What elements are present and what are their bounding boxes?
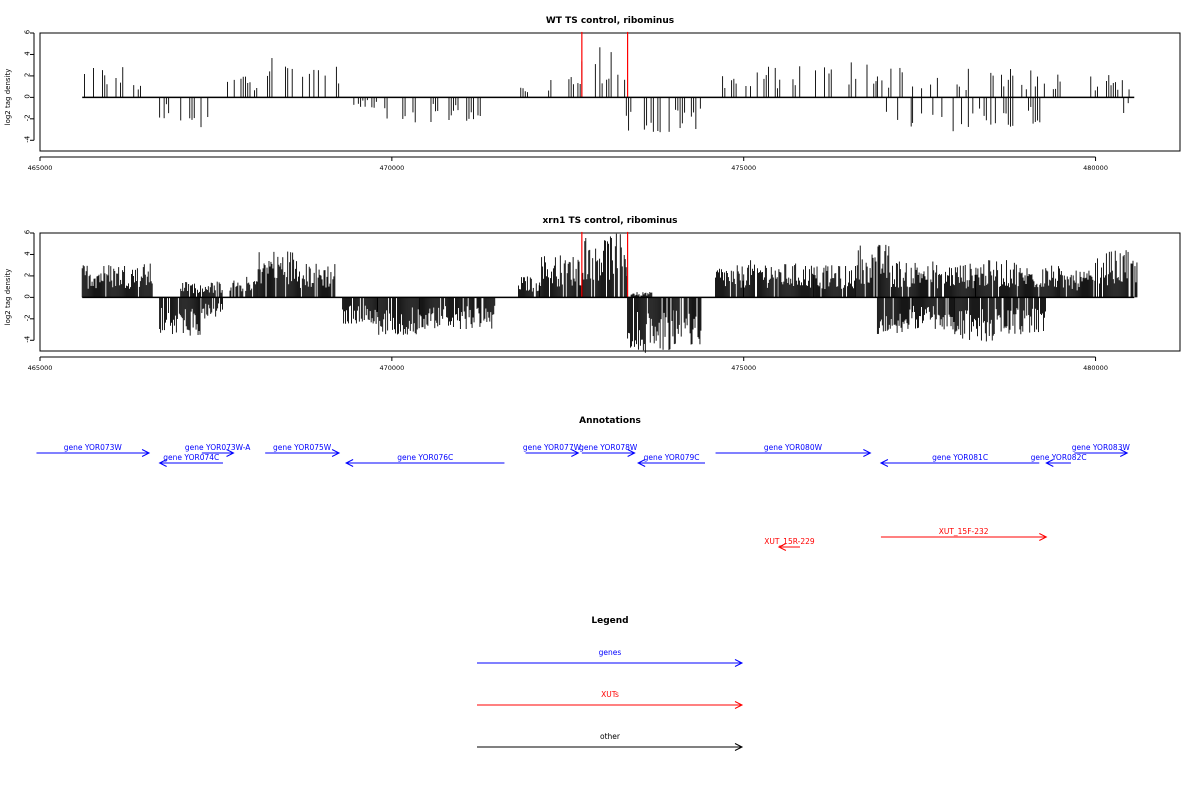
- y-axis: -4 -2 0 2 4 6: [24, 229, 35, 343]
- legend-items: genes XUTs other: [477, 648, 744, 751]
- legend-item: XUTs: [477, 690, 744, 709]
- arrow-head: [1119, 449, 1129, 457]
- gene-label: gene YOR079C: [644, 453, 700, 462]
- legend-arrow-head: [734, 743, 744, 751]
- arrow-head: [637, 459, 646, 467]
- y-tick-label: 6: [24, 229, 32, 234]
- gene-label: gene YOR081C: [932, 453, 988, 462]
- gene-label: gene YOR080W: [764, 443, 823, 452]
- xut-label: XUT_15R-229: [764, 537, 815, 546]
- gene-arrow: gene YOR073W: [36, 443, 151, 457]
- gene-label: gene YOR083W: [1072, 443, 1131, 452]
- arrow-head: [627, 449, 636, 457]
- arrow-head: [344, 459, 354, 467]
- panel-title: xrn1 TS control, ribominus: [542, 216, 677, 226]
- x-tick-label: 475000: [731, 364, 756, 372]
- legend-item: genes: [477, 648, 744, 667]
- arrow-head: [226, 449, 235, 457]
- gene-arrow: gene YOR083W: [1072, 443, 1131, 457]
- y-axis: -4 -2 0 2 4 6: [24, 29, 35, 143]
- signal-bars: [81, 233, 1138, 353]
- gene-label: gene YOR076C: [397, 453, 453, 462]
- x-tick-label: 475000: [731, 164, 756, 172]
- gene-label: gene YOR073W: [64, 443, 123, 452]
- gene-label: gene YOR082C: [1031, 453, 1087, 462]
- y-tick-label: 2: [24, 73, 32, 77]
- region-markers: [581, 31, 629, 98]
- arrow-head: [863, 449, 872, 457]
- xut-label: XUT_15F-232: [939, 527, 989, 536]
- x-tick-label: 465000: [28, 364, 53, 372]
- x-tick-label: 480000: [1083, 364, 1108, 372]
- signal-bars: [84, 47, 1130, 133]
- arrow-head: [1045, 459, 1054, 467]
- xut-arrows: XUT_15R-229 XUT_15F-232: [764, 527, 1048, 551]
- xut-arrow: XUT_15F-232: [880, 527, 1048, 541]
- x-tick-label: 465000: [28, 164, 53, 172]
- legend-label: XUTs: [601, 690, 619, 699]
- annotations-title: Annotations: [579, 416, 641, 426]
- y-tick-label: 2: [24, 273, 32, 277]
- arrow-head: [1039, 533, 1048, 541]
- y-tick-label: 4: [24, 51, 32, 56]
- arrow-head: [331, 449, 341, 457]
- legend-label: genes: [599, 648, 622, 657]
- plot-frame: [39, 32, 1181, 152]
- arrow-head: [879, 459, 889, 467]
- gene-arrow: gene YOR074C: [158, 453, 223, 467]
- gene-arrow: gene YOR075W: [265, 443, 341, 457]
- arrow-head: [571, 449, 580, 457]
- gene-label: gene YOR073W-A: [185, 443, 251, 452]
- y-tick-label: -4: [24, 135, 32, 143]
- legend-arrow-head: [734, 701, 744, 709]
- y-tick-label: -4: [24, 335, 32, 343]
- xut-arrow: XUT_15R-229: [764, 537, 815, 551]
- y-tick-label: 0: [24, 94, 32, 98]
- arrow-head: [777, 543, 787, 551]
- legend-label: other: [600, 732, 621, 741]
- x-tick-label: 470000: [379, 364, 404, 372]
- x-axis: 465000 470000 475000 480000: [28, 156, 1108, 172]
- y-tick-label: -2: [24, 114, 32, 121]
- gene-label: gene YOR078W: [579, 443, 638, 452]
- region-markers: [581, 231, 629, 298]
- x-tick-label: 470000: [379, 164, 404, 172]
- gene-arrow: gene YOR079C: [637, 453, 705, 467]
- y-tick-label: 6: [24, 29, 32, 34]
- gene-arrow: gene YOR082C: [1031, 453, 1087, 467]
- y-tick-label: 4: [24, 251, 32, 256]
- gene-arrow: gene YOR080W: [715, 443, 872, 457]
- annotations-section: Annotations gene YOR073W gene YOR073W-Age…: [36, 416, 1130, 551]
- x-tick-label: 480000: [1083, 164, 1108, 172]
- track-panel-xrn1: xrn1 TS control, ribominus log2 tag dens…: [4, 216, 1181, 372]
- legend: Legend genes XUTs other: [477, 616, 744, 751]
- gene-arrow: gene YOR077W: [523, 443, 582, 457]
- y-tick-label: 0: [24, 294, 32, 298]
- plot-frame: [39, 232, 1181, 352]
- y-axis-label: log2 tag density: [4, 269, 12, 326]
- arrow-head: [141, 449, 151, 457]
- panel-title: WT TS control, ribominus: [546, 16, 674, 26]
- y-axis-label: log2 tag density: [4, 69, 12, 126]
- track-panel-wt: WT TS control, ribominus log2 tag densit…: [4, 16, 1181, 172]
- legend-arrow-head: [734, 659, 744, 667]
- gene-arrow: gene YOR076C: [344, 453, 505, 467]
- legend-title: Legend: [591, 616, 628, 626]
- y-tick-label: -2: [24, 314, 32, 321]
- gene-arrow: gene YOR073W-A: [185, 443, 251, 457]
- gene-arrow: gene YOR081C: [879, 453, 1040, 467]
- gene-arrow: gene YOR078W: [579, 443, 638, 457]
- gene-label: gene YOR077W: [523, 443, 582, 452]
- x-axis: 465000 470000 475000 480000: [28, 356, 1108, 372]
- legend-item: other: [477, 732, 744, 751]
- arrow-head: [158, 459, 167, 467]
- gene-label: gene YOR074C: [163, 453, 219, 462]
- gene-label: gene YOR075W: [273, 443, 332, 452]
